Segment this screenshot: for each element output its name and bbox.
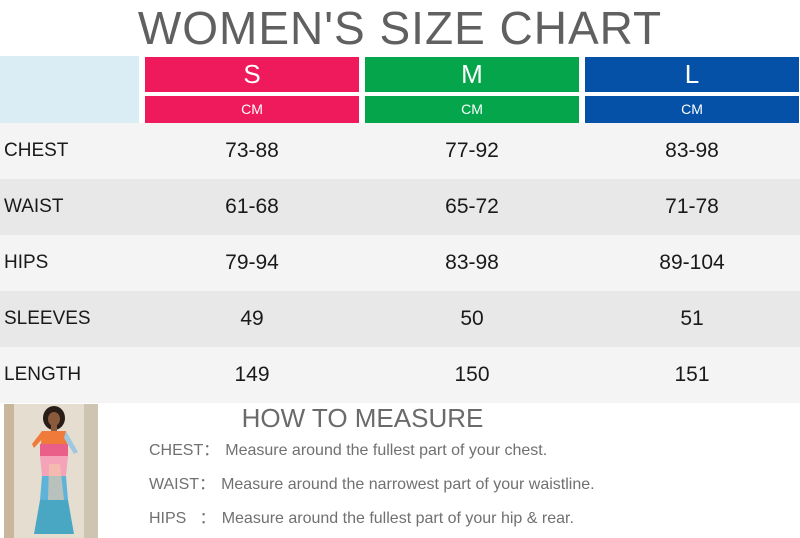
- row-label: LENGTH: [4, 364, 82, 385]
- unit-header-l: CM: [585, 96, 799, 123]
- cell-s: 79-94: [225, 251, 279, 274]
- cell-s: 73-88: [225, 139, 279, 162]
- cell-s: 61-68: [225, 195, 279, 218]
- measure-item-chest: CHEST： Measure around the fullest part of…: [149, 439, 547, 463]
- cell-l: 71-78: [665, 195, 719, 218]
- table-row: SLEEVES 49 50 51: [0, 291, 800, 347]
- cell-m: 50: [460, 307, 484, 330]
- measure-text: Measure around the fullest part of your …: [221, 510, 574, 527]
- model-illustration: [4, 404, 98, 538]
- table-row: HIPS 79-94 83-98 89-104: [0, 235, 800, 291]
- cell-l: 89-104: [659, 251, 725, 274]
- row-label: WAIST: [4, 196, 64, 217]
- page-title: WOMEN'S SIZE CHART: [137, 2, 663, 54]
- unit-header-m: CM: [365, 96, 579, 123]
- row-label: HIPS: [4, 252, 49, 273]
- cell-m: 65-72: [445, 195, 499, 218]
- cell-s: 49: [240, 307, 264, 330]
- header-corner: [0, 56, 139, 123]
- table-row: CHEST 73-88 77-92 83-98: [0, 123, 800, 179]
- table-row: WAIST 61-68 65-72 71-78: [0, 179, 800, 235]
- model-photo: [4, 404, 98, 538]
- measure-item-waist: WAIST： Measure around the narrowest part …: [149, 473, 595, 497]
- measure-text: Measure around the fullest part of your …: [225, 442, 548, 459]
- size-header-l: L: [585, 57, 799, 92]
- row-label: CHEST: [4, 140, 69, 161]
- size-header-m: M: [365, 57, 579, 92]
- size-header-s: S: [145, 57, 359, 92]
- cell-s: 149: [234, 363, 270, 386]
- cell-m: 150: [454, 363, 490, 386]
- cell-l: 83-98: [665, 139, 719, 162]
- how-to-measure-title: HOW TO MEASURE: [241, 403, 484, 433]
- cell-m: 83-98: [445, 251, 499, 274]
- measure-key: HIPS ：: [149, 510, 216, 527]
- measure-key: WAIST：: [149, 476, 216, 493]
- row-label: SLEEVES: [4, 308, 91, 329]
- measure-item-hips: HIPS ： Measure around the fullest part of…: [149, 507, 574, 531]
- cell-m: 77-92: [445, 139, 499, 162]
- cell-l: 151: [674, 363, 710, 386]
- cell-l: 51: [680, 307, 704, 330]
- measure-key: CHEST：: [149, 442, 220, 459]
- unit-header-s: CM: [145, 96, 359, 123]
- measure-text: Measure around the narrowest part of you…: [221, 476, 595, 493]
- table-row: LENGTH 149 150 151: [0, 347, 800, 403]
